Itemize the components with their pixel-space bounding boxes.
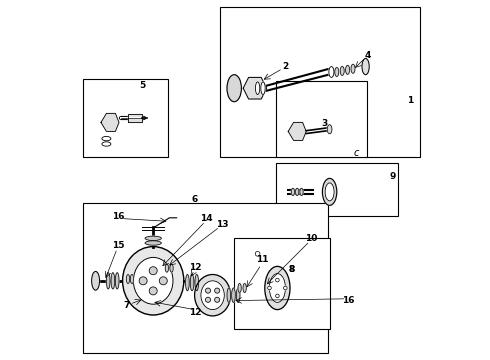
Text: 6: 6 (192, 195, 198, 204)
Ellipse shape (325, 183, 334, 201)
Text: 8: 8 (289, 265, 295, 274)
Text: 15: 15 (112, 241, 124, 250)
Text: c: c (354, 148, 359, 158)
Ellipse shape (227, 75, 242, 102)
Text: 12: 12 (190, 307, 202, 317)
Text: 5: 5 (139, 81, 146, 90)
Bar (234, 238, 330, 329)
Text: 12: 12 (190, 263, 202, 272)
Text: 11: 11 (256, 256, 269, 264)
Ellipse shape (300, 188, 303, 195)
Ellipse shape (327, 125, 332, 134)
Text: 14: 14 (200, 214, 213, 223)
Ellipse shape (130, 275, 134, 284)
Ellipse shape (133, 257, 173, 304)
Ellipse shape (268, 286, 271, 290)
Ellipse shape (329, 67, 334, 77)
Ellipse shape (295, 188, 299, 195)
Bar (220, 7, 419, 157)
Text: 16: 16 (112, 212, 124, 220)
Text: 1: 1 (407, 96, 413, 105)
Ellipse shape (261, 82, 265, 95)
Ellipse shape (205, 297, 211, 302)
Ellipse shape (255, 252, 260, 256)
Ellipse shape (195, 275, 198, 291)
Ellipse shape (145, 236, 161, 240)
Ellipse shape (265, 266, 290, 310)
Polygon shape (101, 113, 119, 131)
Text: 16: 16 (343, 296, 355, 305)
Ellipse shape (238, 284, 241, 292)
Ellipse shape (106, 273, 110, 289)
Ellipse shape (92, 271, 99, 290)
Ellipse shape (145, 241, 161, 245)
Ellipse shape (195, 275, 231, 316)
Ellipse shape (275, 278, 279, 282)
Ellipse shape (270, 274, 286, 302)
Ellipse shape (126, 275, 130, 284)
Bar (275, 81, 368, 157)
Text: 3: 3 (321, 119, 327, 128)
Text: 9: 9 (390, 172, 396, 181)
Ellipse shape (102, 142, 111, 146)
Ellipse shape (322, 179, 337, 205)
Ellipse shape (139, 277, 147, 285)
Ellipse shape (122, 247, 184, 315)
Ellipse shape (149, 287, 157, 295)
Ellipse shape (227, 288, 231, 302)
Text: 2: 2 (282, 62, 289, 71)
Text: 7: 7 (124, 301, 130, 310)
Ellipse shape (236, 288, 240, 302)
Text: 13: 13 (216, 220, 228, 229)
Bar (275, 163, 398, 216)
Ellipse shape (102, 136, 111, 141)
Ellipse shape (215, 288, 220, 293)
Ellipse shape (111, 273, 115, 289)
Ellipse shape (215, 297, 220, 302)
Text: 8: 8 (289, 265, 295, 274)
Ellipse shape (351, 64, 355, 73)
Ellipse shape (190, 275, 194, 291)
Ellipse shape (232, 288, 235, 302)
Text: 4: 4 (365, 51, 371, 60)
Polygon shape (288, 122, 306, 140)
Ellipse shape (170, 264, 173, 272)
Ellipse shape (149, 267, 157, 275)
Ellipse shape (345, 66, 349, 75)
Bar (128, 114, 143, 122)
Polygon shape (243, 77, 267, 99)
Ellipse shape (116, 273, 119, 289)
Ellipse shape (340, 66, 344, 76)
Ellipse shape (335, 68, 339, 77)
Ellipse shape (205, 288, 211, 293)
Text: 10: 10 (305, 234, 318, 243)
Ellipse shape (284, 286, 287, 290)
Ellipse shape (186, 275, 189, 291)
Ellipse shape (291, 188, 294, 195)
Ellipse shape (275, 294, 279, 298)
Ellipse shape (362, 59, 369, 75)
Ellipse shape (243, 284, 246, 292)
Bar (83, 203, 328, 353)
Ellipse shape (201, 281, 224, 310)
Ellipse shape (159, 277, 167, 285)
Bar (83, 79, 168, 157)
Ellipse shape (165, 264, 169, 272)
Ellipse shape (255, 82, 260, 95)
